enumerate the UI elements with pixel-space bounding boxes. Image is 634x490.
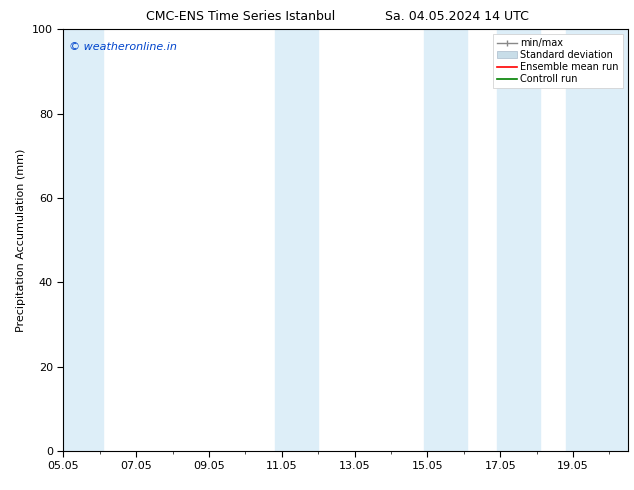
Legend: min/max, Standard deviation, Ensemble mean run, Controll run: min/max, Standard deviation, Ensemble me…: [493, 34, 623, 88]
Text: © weatheronline.in: © weatheronline.in: [69, 42, 177, 52]
Bar: [424, 29, 467, 451]
Y-axis label: Precipitation Accumulation (mm): Precipitation Accumulation (mm): [16, 148, 27, 332]
Text: Sa. 04.05.2024 14 UTC: Sa. 04.05.2024 14 UTC: [385, 10, 528, 23]
Text: CMC-ENS Time Series Istanbul: CMC-ENS Time Series Istanbul: [146, 10, 335, 23]
Bar: [275, 29, 318, 451]
Bar: [566, 29, 631, 451]
Bar: [60, 29, 103, 451]
Bar: [496, 29, 540, 451]
